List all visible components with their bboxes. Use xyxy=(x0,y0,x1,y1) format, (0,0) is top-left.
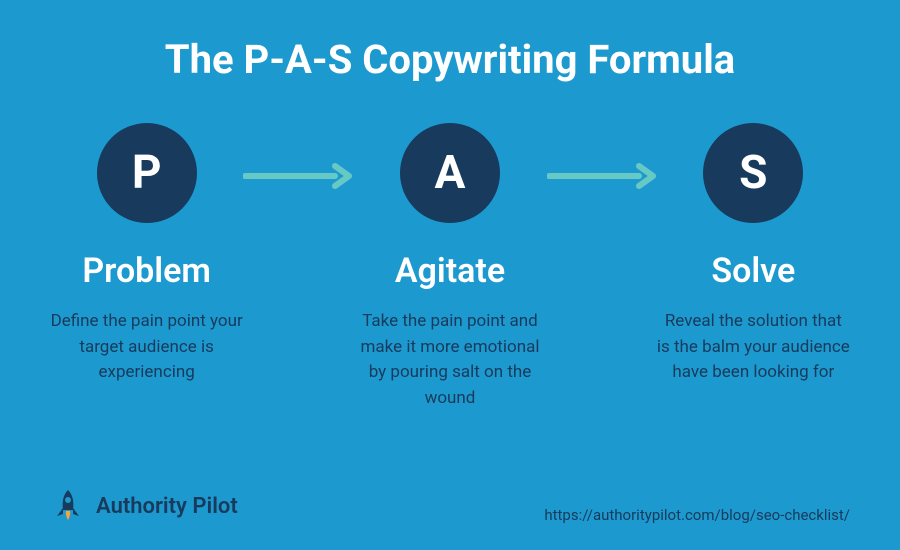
brand: Authority Pilot xyxy=(50,488,238,524)
arrow-right-icon xyxy=(243,161,353,191)
footer: Authority Pilot https://authoritypilot.c… xyxy=(50,488,850,524)
arrow-1 xyxy=(243,123,353,195)
page-title: The P-A-S Copywriting Formula xyxy=(50,36,850,83)
source-url: https://authoritypilot.com/blog/seo-chec… xyxy=(544,506,850,524)
step-desc-agitate: Take the pain point and make it more emo… xyxy=(353,309,546,411)
step-label-solve: Solve xyxy=(711,251,795,291)
step-letter-s: S xyxy=(739,146,767,200)
step-letter-a: A xyxy=(435,146,466,200)
step-letter-p: P xyxy=(132,146,162,200)
step-desc-problem: Define the pain point your target audien… xyxy=(50,309,243,386)
infographic-canvas: The P-A-S Copywriting Formula P Problem … xyxy=(0,0,900,550)
step-circle-s: S xyxy=(703,123,803,223)
step-solve: S Solve Reveal the solution that is the … xyxy=(657,123,850,386)
arrow-right-icon xyxy=(547,161,657,191)
steps-row: P Problem Define the pain point your tar… xyxy=(50,123,850,478)
arrow-2 xyxy=(547,123,657,195)
step-circle-a: A xyxy=(400,123,500,223)
step-problem: P Problem Define the pain point your tar… xyxy=(50,123,243,386)
step-label-agitate: Agitate xyxy=(395,251,505,291)
step-agitate: A Agitate Take the pain point and make i… xyxy=(353,123,546,411)
step-desc-solve: Reveal the solution that is the balm you… xyxy=(657,309,850,386)
brand-name: Authority Pilot xyxy=(96,494,238,519)
step-label-problem: Problem xyxy=(82,251,211,291)
rocket-icon xyxy=(50,488,86,524)
step-circle-p: P xyxy=(97,123,197,223)
